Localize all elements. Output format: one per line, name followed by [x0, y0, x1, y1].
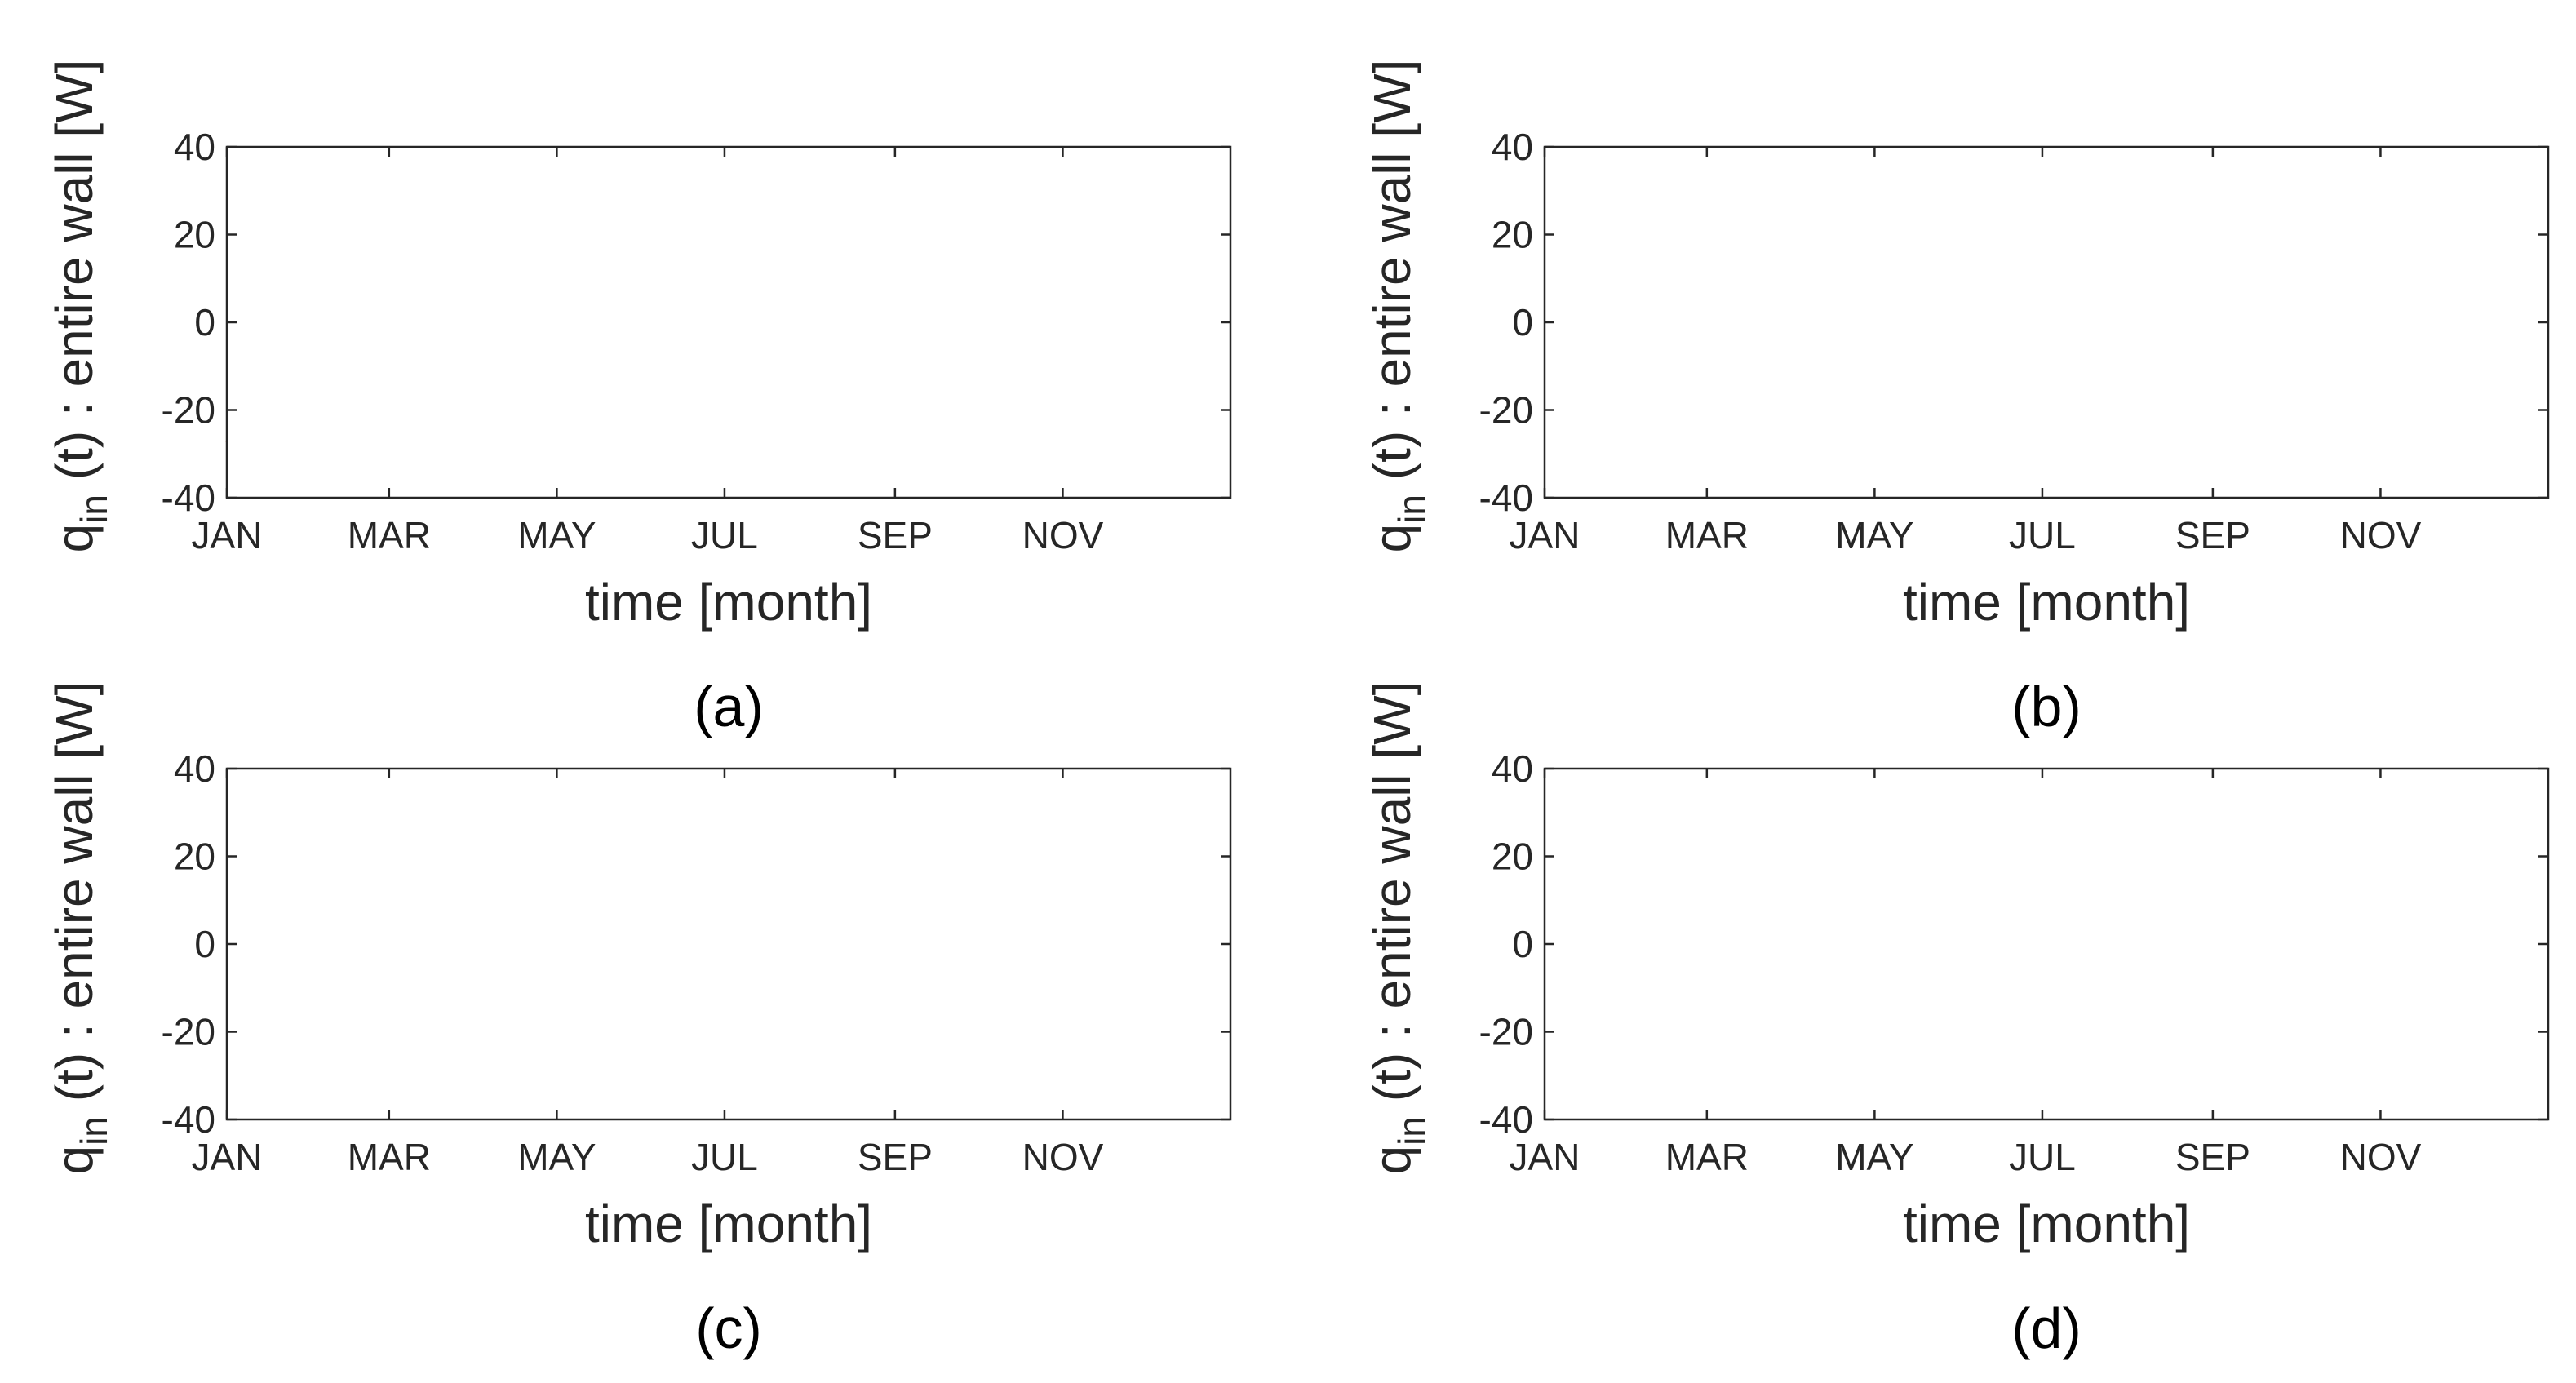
y-tick-label: -40 [162, 1098, 215, 1141]
y-tick-label: 0 [194, 923, 215, 965]
y-axis-title-symbol: q [45, 524, 104, 553]
y-axis-title-rest: (t) : entire wall [W] [1363, 681, 1421, 1116]
x-tick-label: MAY [1835, 1136, 1913, 1178]
x-tick-label: MAR [348, 1136, 431, 1178]
y-axis-title-subscript: in [1390, 1116, 1433, 1146]
x-tick-label: NOV [2340, 514, 2422, 556]
y-axis-title-rest: (t) : entire wall [W] [1363, 60, 1421, 494]
y-tick-label: -40 [1479, 477, 1533, 519]
y-axis-title-symbol: q [45, 1146, 104, 1175]
x-tick-label: MAR [1665, 1136, 1749, 1178]
y-tick-label: -20 [162, 1011, 215, 1053]
y-axis-title-symbol: q [1363, 524, 1421, 553]
x-tick-label: MAY [517, 514, 596, 556]
y-tick-label: 20 [1492, 836, 1533, 878]
y-tick-label: -20 [1479, 389, 1533, 432]
y-tick-label: 40 [1492, 747, 1533, 790]
x-tick-label: SEP [2175, 1136, 2250, 1178]
y-tick-label: 20 [174, 836, 215, 878]
y-axis-title: qin (t) : entire wall [W] [45, 60, 115, 553]
panel-caption: (b) [2011, 675, 2082, 738]
x-tick-label: MAR [348, 514, 431, 556]
y-tick-label: -20 [162, 389, 215, 432]
y-tick-label: 20 [174, 214, 215, 256]
x-tick-label: JAN [1510, 1136, 1581, 1178]
axes-frame [1543, 145, 2550, 499]
y-axis-title: qin (t) : entire wall [W] [1363, 60, 1433, 553]
axes-frame [225, 145, 1232, 499]
x-axis-title: time [month] [585, 573, 872, 632]
axes-frame [225, 767, 1232, 1121]
y-tick-label: -40 [162, 477, 215, 519]
y-axis-title: qin (t) : entire wall [W] [45, 681, 115, 1175]
x-tick-label: MAY [517, 1136, 596, 1178]
y-tick-label: 40 [1492, 126, 1533, 168]
x-tick-label: SEP [858, 514, 933, 556]
x-tick-label: NOV [2340, 1136, 2422, 1178]
x-tick-label: JAN [192, 1136, 263, 1178]
axes-frame [1543, 767, 2550, 1121]
y-tick-label: 40 [174, 126, 215, 168]
y-axis-title: qin (t) : entire wall [W] [1363, 681, 1433, 1175]
y-axis-title-rest: (t) : entire wall [W] [45, 681, 104, 1116]
x-tick-label: SEP [2175, 514, 2250, 556]
x-tick-label: MAR [1665, 514, 1749, 556]
panel-caption: (d) [2011, 1297, 2082, 1360]
y-tick-label: 0 [1512, 923, 1533, 965]
x-tick-label: JUL [691, 514, 758, 556]
x-tick-label: JUL [691, 1136, 758, 1178]
x-tick-label: MAY [1835, 514, 1913, 556]
y-axis-title-subscript: in [1390, 494, 1433, 524]
y-tick-label: -20 [1479, 1011, 1533, 1053]
panel-caption: (c) [695, 1297, 762, 1360]
x-tick-label: NOV [1022, 1136, 1104, 1178]
x-tick-label: NOV [1022, 514, 1104, 556]
y-tick-label: 20 [1492, 214, 1533, 256]
x-tick-label: JAN [192, 514, 263, 556]
x-tick-label: JUL [2009, 514, 2076, 556]
y-tick-label: 0 [1512, 301, 1533, 344]
x-axis-title: time [month] [585, 1195, 872, 1253]
panel-caption: (a) [694, 675, 764, 738]
y-tick-label: 0 [194, 301, 215, 344]
y-axis-title-rest: (t) : entire wall [W] [45, 60, 104, 494]
y-axis-title-subscript: in [73, 1116, 115, 1146]
y-tick-label: -40 [1479, 1098, 1533, 1141]
x-axis-title: time [month] [1903, 1195, 2190, 1253]
x-tick-label: SEP [858, 1136, 933, 1178]
x-tick-label: JUL [2009, 1136, 2076, 1178]
x-tick-label: JAN [1510, 514, 1581, 556]
x-axis-title: time [month] [1903, 573, 2190, 632]
y-tick-label: 40 [174, 747, 215, 790]
y-axis-title-subscript: in [73, 494, 115, 524]
y-axis-title-symbol: q [1363, 1146, 1421, 1175]
